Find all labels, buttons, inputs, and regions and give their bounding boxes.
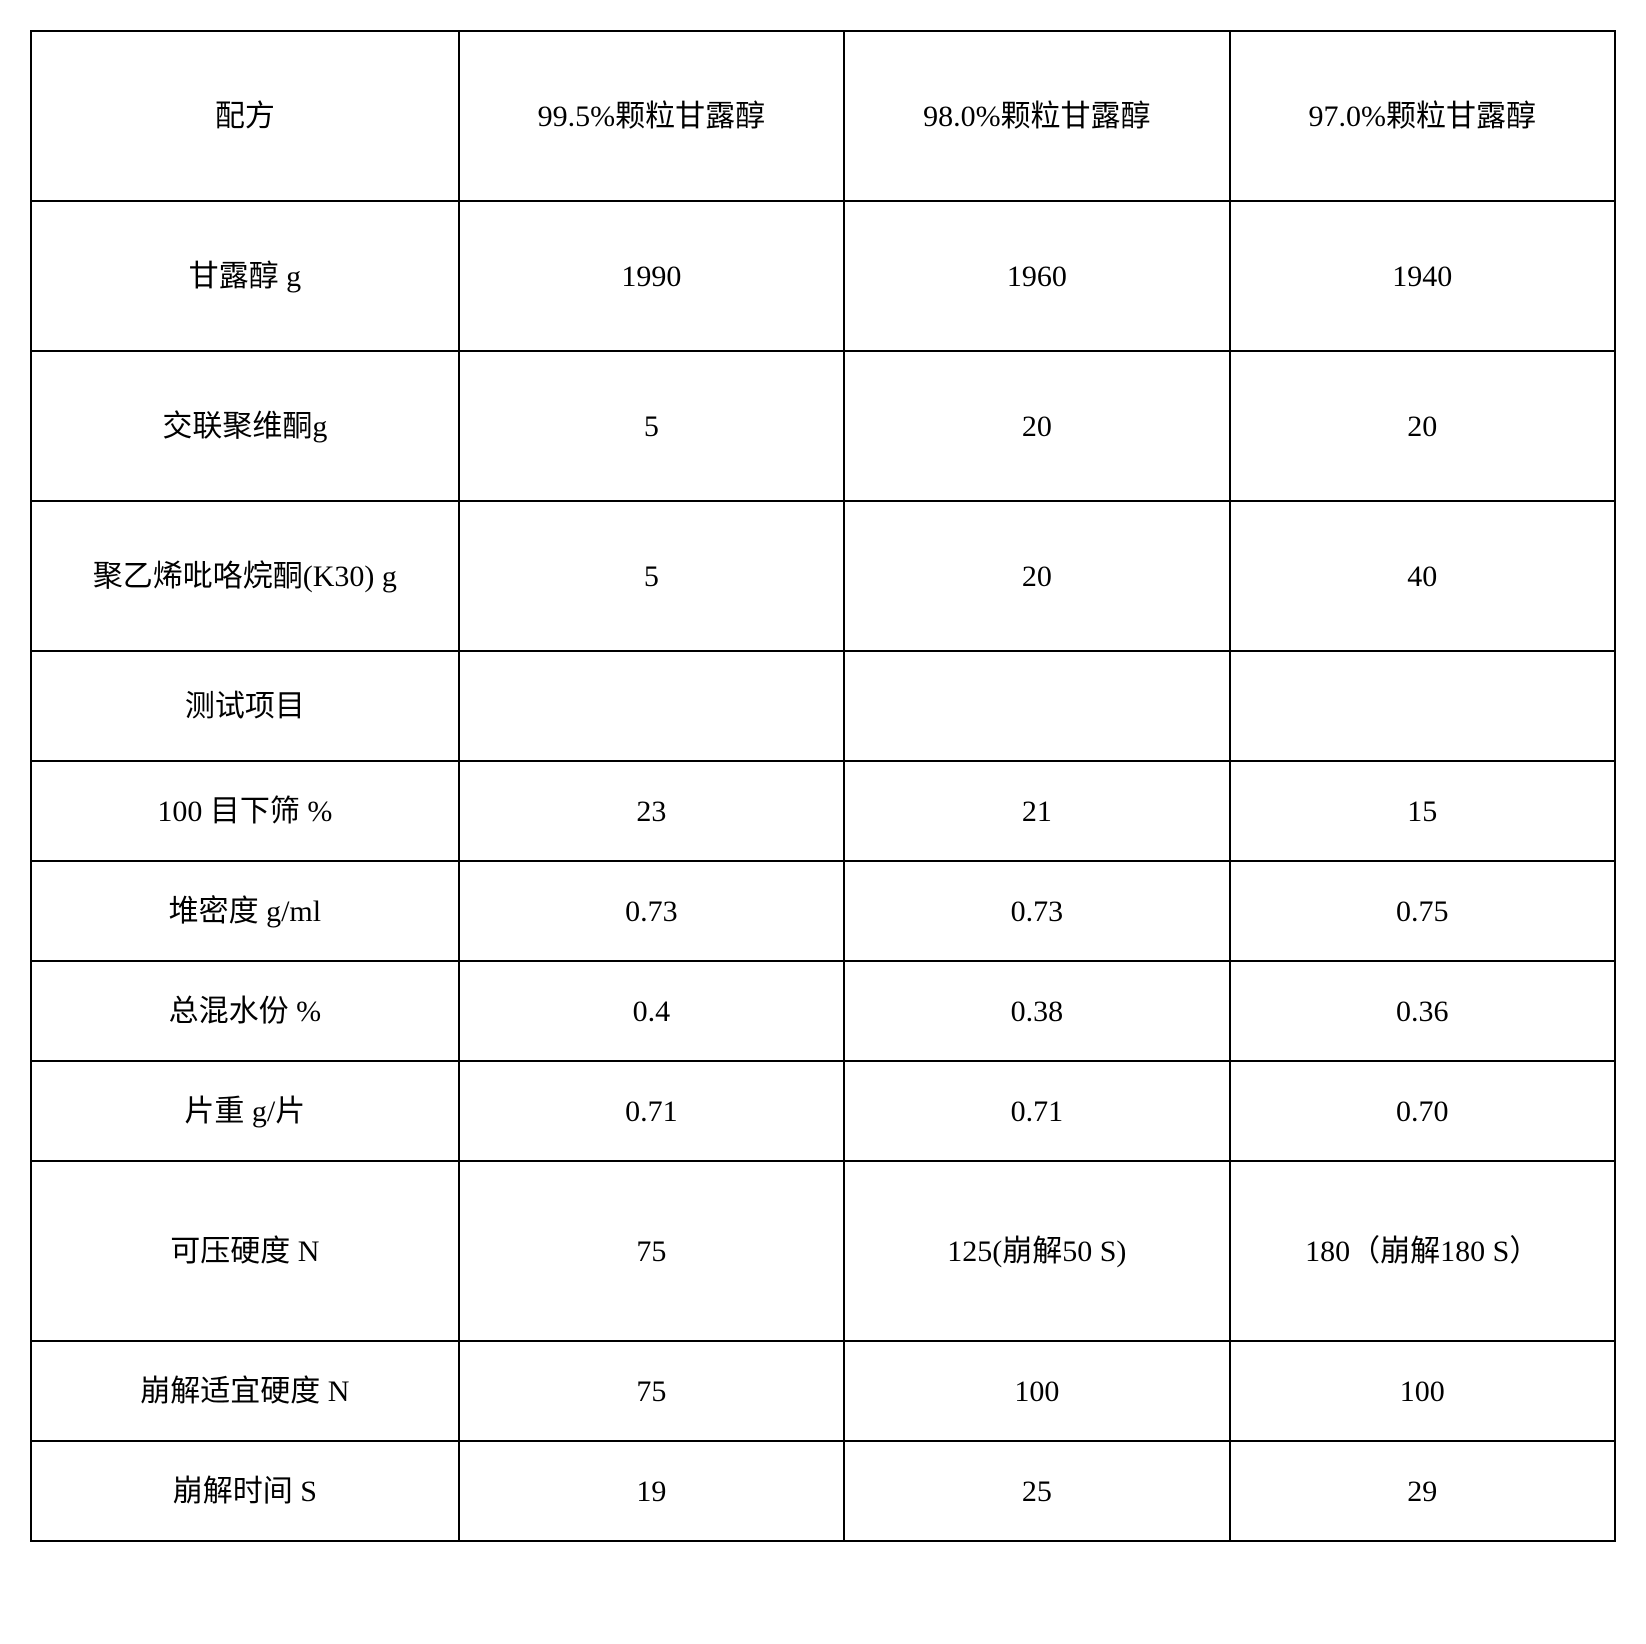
row-label: 100 目下筛 % bbox=[31, 761, 459, 861]
empty-cell bbox=[459, 651, 844, 761]
cell-value: 180（崩解180 S） bbox=[1230, 1161, 1615, 1341]
row-label: 交联聚维酮g bbox=[31, 351, 459, 501]
row-label: 崩解时间 S bbox=[31, 1441, 459, 1541]
cell-value: 0.38 bbox=[844, 961, 1229, 1061]
row-label: 总混水份 % bbox=[31, 961, 459, 1061]
section-label: 测试项目 bbox=[31, 651, 459, 761]
cell-value: 29 bbox=[1230, 1441, 1615, 1541]
cell-value: 20 bbox=[844, 501, 1229, 651]
row-label: 崩解适宜硬度 N bbox=[31, 1341, 459, 1441]
empty-cell bbox=[844, 651, 1229, 761]
cell-value: 0.75 bbox=[1230, 861, 1615, 961]
cell-value: 1940 bbox=[1230, 201, 1615, 351]
table-row: 100 目下筛 % 23 21 15 bbox=[31, 761, 1615, 861]
cell-value: 125(崩解50 S) bbox=[844, 1161, 1229, 1341]
table-row: 崩解适宜硬度 N 75 100 100 bbox=[31, 1341, 1615, 1441]
table-row: 甘露醇 g 1990 1960 1940 bbox=[31, 201, 1615, 351]
cell-value: 25 bbox=[844, 1441, 1229, 1541]
row-label: 甘露醇 g bbox=[31, 201, 459, 351]
row-label: 可压硬度 N bbox=[31, 1161, 459, 1341]
cell-value: 23 bbox=[459, 761, 844, 861]
table-row: 交联聚维酮g 5 20 20 bbox=[31, 351, 1615, 501]
cell-value: 1990 bbox=[459, 201, 844, 351]
header-col-1: 99.5%颗粒甘露醇 bbox=[459, 31, 844, 201]
cell-value: 20 bbox=[1230, 351, 1615, 501]
formulation-table: 配方 99.5%颗粒甘露醇 98.0%颗粒甘露醇 97.0%颗粒甘露醇 甘露醇 … bbox=[30, 30, 1616, 1542]
cell-value: 0.71 bbox=[844, 1061, 1229, 1161]
header-col-3: 97.0%颗粒甘露醇 bbox=[1230, 31, 1615, 201]
cell-value: 21 bbox=[844, 761, 1229, 861]
cell-value: 100 bbox=[844, 1341, 1229, 1441]
cell-value: 0.73 bbox=[844, 861, 1229, 961]
cell-value: 1960 bbox=[844, 201, 1229, 351]
table-header-row: 配方 99.5%颗粒甘露醇 98.0%颗粒甘露醇 97.0%颗粒甘露醇 bbox=[31, 31, 1615, 201]
cell-value: 100 bbox=[1230, 1341, 1615, 1441]
cell-value: 0.71 bbox=[459, 1061, 844, 1161]
cell-value: 5 bbox=[459, 501, 844, 651]
table-row: 崩解时间 S 19 25 29 bbox=[31, 1441, 1615, 1541]
cell-value: 0.70 bbox=[1230, 1061, 1615, 1161]
header-label: 配方 bbox=[31, 31, 459, 201]
cell-value: 0.4 bbox=[459, 961, 844, 1061]
table-row: 片重 g/片 0.71 0.71 0.70 bbox=[31, 1061, 1615, 1161]
cell-value: 15 bbox=[1230, 761, 1615, 861]
section-header-row: 测试项目 bbox=[31, 651, 1615, 761]
row-label: 片重 g/片 bbox=[31, 1061, 459, 1161]
empty-cell bbox=[1230, 651, 1615, 761]
cell-value: 20 bbox=[844, 351, 1229, 501]
cell-value: 75 bbox=[459, 1161, 844, 1341]
cell-value: 0.73 bbox=[459, 861, 844, 961]
table-row: 可压硬度 N 75 125(崩解50 S) 180（崩解180 S） bbox=[31, 1161, 1615, 1341]
cell-value: 5 bbox=[459, 351, 844, 501]
table-row: 堆密度 g/ml 0.73 0.73 0.75 bbox=[31, 861, 1615, 961]
table-row: 聚乙烯吡咯烷酮(K30) g 5 20 40 bbox=[31, 501, 1615, 651]
table-row: 总混水份 % 0.4 0.38 0.36 bbox=[31, 961, 1615, 1061]
row-label: 聚乙烯吡咯烷酮(K30) g bbox=[31, 501, 459, 651]
row-label: 堆密度 g/ml bbox=[31, 861, 459, 961]
cell-value: 40 bbox=[1230, 501, 1615, 651]
cell-value: 19 bbox=[459, 1441, 844, 1541]
header-col-2: 98.0%颗粒甘露醇 bbox=[844, 31, 1229, 201]
cell-value: 0.36 bbox=[1230, 961, 1615, 1061]
cell-value: 75 bbox=[459, 1341, 844, 1441]
